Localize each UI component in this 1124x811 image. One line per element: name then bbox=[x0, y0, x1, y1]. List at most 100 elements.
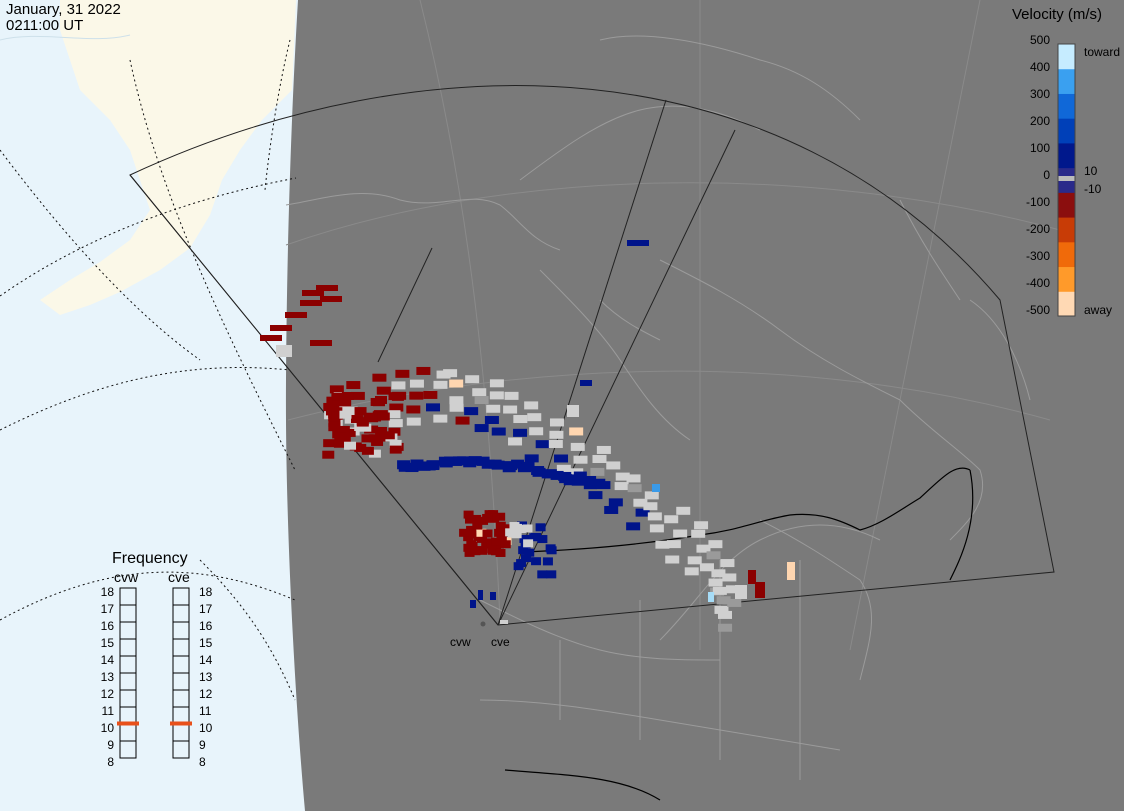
velocity-cell bbox=[647, 512, 662, 521]
freq-radar-cve: cve bbox=[168, 569, 190, 585]
velocity-cell bbox=[376, 386, 391, 395]
velocity-cell bbox=[548, 439, 563, 448]
velocity-cell bbox=[606, 461, 621, 470]
freq-scale-label: 15 bbox=[100, 636, 114, 650]
velocity-cell bbox=[573, 471, 587, 481]
velocity-cell bbox=[567, 405, 579, 417]
colorbar-tick-label: 500 bbox=[1029, 33, 1050, 47]
velocity-cell bbox=[344, 441, 357, 450]
velocity-cell bbox=[406, 405, 421, 414]
velocity-cell bbox=[455, 416, 470, 425]
velocity-cell bbox=[529, 427, 544, 436]
velocity-cell bbox=[333, 439, 346, 448]
velocity-cell bbox=[727, 598, 742, 607]
freq-scale-label: 17 bbox=[100, 602, 114, 616]
legend-toward-label: toward bbox=[1084, 45, 1121, 59]
velocity-cell bbox=[665, 555, 680, 564]
velocity-cell bbox=[725, 585, 740, 594]
velocity-cell bbox=[500, 620, 508, 624]
colorbar-segment bbox=[1058, 142, 1075, 169]
velocity-cell bbox=[350, 415, 363, 424]
velocity-cell bbox=[522, 524, 533, 533]
velocity-cell bbox=[531, 557, 542, 566]
velocity-cell bbox=[549, 430, 564, 439]
velocity-cell bbox=[331, 411, 344, 420]
frequency-marker bbox=[117, 721, 139, 726]
site-cve-label: cve bbox=[491, 635, 510, 649]
colorbar-tick-label: 100 bbox=[1029, 141, 1050, 155]
velocity-cell bbox=[481, 540, 492, 549]
velocity-cell bbox=[478, 516, 489, 525]
velocity-cell bbox=[521, 461, 535, 471]
velocity-cell bbox=[433, 414, 448, 423]
velocity-cell bbox=[495, 548, 506, 557]
velocity-cell bbox=[470, 600, 476, 608]
velocity-cell bbox=[472, 388, 487, 397]
freq-scale-label: 10 bbox=[100, 721, 114, 735]
velocity-cell bbox=[339, 406, 352, 415]
velocity-cell bbox=[482, 529, 493, 538]
freq-scale-label: 13 bbox=[100, 670, 114, 684]
velocity-cell bbox=[518, 546, 529, 555]
velocity-cell bbox=[531, 532, 542, 541]
colorbar-tick-label: -300 bbox=[1025, 249, 1050, 263]
velocity-cell bbox=[361, 446, 374, 455]
velocity-cell bbox=[486, 404, 501, 413]
velocity-cell bbox=[495, 521, 506, 530]
freq-scale-label: 8 bbox=[107, 755, 114, 769]
velocity-cell bbox=[694, 521, 709, 530]
velocity-cell bbox=[310, 340, 332, 346]
colorbar-segment bbox=[1058, 291, 1075, 317]
velocity-cell bbox=[592, 478, 606, 488]
velocity-cell bbox=[489, 391, 504, 400]
velocity-cell bbox=[398, 462, 412, 472]
freq-scale-label: 11 bbox=[199, 704, 212, 718]
velocity-cell bbox=[664, 515, 679, 524]
date-label: January, 31 2022 bbox=[6, 1, 121, 18]
velocity-cell bbox=[523, 539, 534, 548]
velocity-cell bbox=[410, 459, 424, 469]
velocity-cell bbox=[513, 428, 528, 437]
velocity-cell bbox=[549, 418, 564, 427]
graticule bbox=[0, 39, 297, 701]
velocity-cell bbox=[520, 554, 531, 563]
velocity-cell bbox=[459, 528, 470, 537]
velocity-cell bbox=[626, 474, 641, 483]
velocity-cell bbox=[571, 476, 585, 486]
velocity-cell bbox=[708, 592, 714, 602]
velocity-cell bbox=[649, 524, 664, 533]
freq-scale-label: 11 bbox=[101, 704, 114, 718]
velocity-cell bbox=[570, 442, 585, 451]
time-label: 0211:00 UT bbox=[6, 17, 84, 34]
velocity-cell bbox=[504, 391, 519, 400]
graticule-land bbox=[285, 0, 1061, 651]
velocity-cell bbox=[720, 559, 735, 568]
velocity-cell bbox=[477, 546, 488, 555]
velocity-cell bbox=[655, 540, 670, 549]
velocity-cell bbox=[470, 547, 481, 556]
velocity-cell bbox=[643, 502, 658, 511]
radar-site-marker bbox=[480, 621, 486, 627]
velocity-cell bbox=[388, 410, 401, 419]
velocity-cell bbox=[374, 396, 387, 405]
velocity-cell bbox=[491, 537, 502, 546]
velocity-cell bbox=[409, 379, 424, 388]
velocity-cell bbox=[550, 470, 564, 480]
colorbar-zero-band bbox=[1058, 176, 1075, 181]
velocity-cell bbox=[320, 296, 342, 302]
velocity-cell bbox=[633, 498, 648, 507]
velocity-cell bbox=[507, 529, 518, 538]
velocity-cell bbox=[375, 426, 388, 435]
velocity-cell bbox=[508, 437, 523, 446]
freq-scale-label: 14 bbox=[100, 653, 114, 667]
velocity-cell bbox=[580, 380, 592, 386]
velocity-cell bbox=[718, 623, 733, 632]
velocity-cell bbox=[409, 391, 424, 400]
velocity-cell bbox=[627, 484, 642, 493]
velocity-cell bbox=[515, 524, 526, 533]
colorbar-tick-label: -100 bbox=[1025, 195, 1050, 209]
frequency-marker bbox=[170, 721, 192, 726]
velocity-cell bbox=[596, 445, 611, 454]
velocity-cell bbox=[511, 459, 525, 469]
alaska-land bbox=[40, 0, 296, 315]
